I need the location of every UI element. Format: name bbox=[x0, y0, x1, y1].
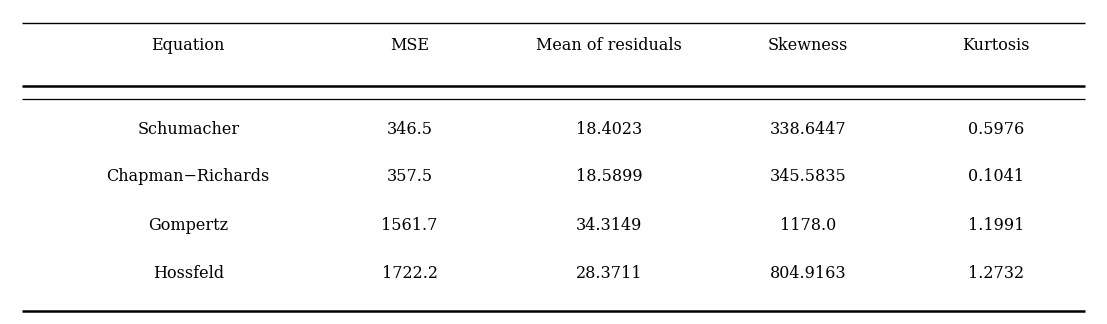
Text: 338.6447: 338.6447 bbox=[769, 121, 847, 138]
Text: 0.1041: 0.1041 bbox=[969, 168, 1024, 185]
Text: 0.5976: 0.5976 bbox=[969, 121, 1024, 138]
Text: 1178.0: 1178.0 bbox=[780, 217, 836, 234]
Text: 1.2732: 1.2732 bbox=[969, 265, 1024, 282]
Text: 804.9163: 804.9163 bbox=[769, 265, 847, 282]
Text: 346.5: 346.5 bbox=[386, 121, 433, 138]
Text: Kurtosis: Kurtosis bbox=[963, 37, 1030, 54]
Text: 345.5835: 345.5835 bbox=[769, 168, 847, 185]
Text: 357.5: 357.5 bbox=[386, 168, 433, 185]
Text: 18.5899: 18.5899 bbox=[576, 168, 642, 185]
Text: Hossfeld: Hossfeld bbox=[153, 265, 224, 282]
Text: Equation: Equation bbox=[152, 37, 225, 54]
Text: Gompertz: Gompertz bbox=[148, 217, 228, 234]
Text: 1561.7: 1561.7 bbox=[382, 217, 437, 234]
Text: 28.3711: 28.3711 bbox=[576, 265, 642, 282]
Text: MSE: MSE bbox=[390, 37, 430, 54]
Text: Schumacher: Schumacher bbox=[137, 121, 239, 138]
Text: Chapman−Richards: Chapman−Richards bbox=[106, 168, 270, 185]
Text: 34.3149: 34.3149 bbox=[576, 217, 642, 234]
Text: 18.4023: 18.4023 bbox=[576, 121, 642, 138]
Text: 1722.2: 1722.2 bbox=[382, 265, 437, 282]
Text: 1.1991: 1.1991 bbox=[969, 217, 1024, 234]
Text: Skewness: Skewness bbox=[768, 37, 848, 54]
Text: Mean of residuals: Mean of residuals bbox=[536, 37, 682, 54]
